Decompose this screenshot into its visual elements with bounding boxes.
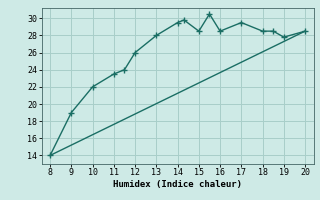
X-axis label: Humidex (Indice chaleur): Humidex (Indice chaleur)	[113, 180, 242, 189]
